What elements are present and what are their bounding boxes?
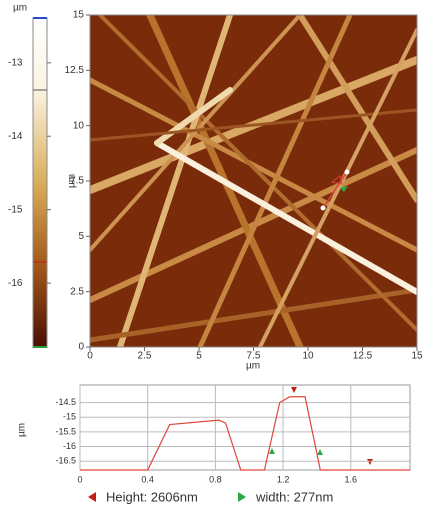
x-tick-label: 5 (196, 351, 202, 362)
y-tick-label: 5 (78, 231, 84, 242)
colorbar-tick-label: -14 (8, 131, 23, 142)
legend-label: width: 277nm (255, 489, 333, 504)
y-tick-label: -16 (63, 441, 76, 451)
x-tick-label: 1.2 (277, 474, 290, 484)
x-tick-label: 15 (411, 351, 423, 362)
colorbar-tick-label: -13 (8, 57, 23, 68)
y-tick-label: -15.5 (55, 426, 76, 436)
x-tick-label: 0.8 (209, 474, 222, 484)
cursor-marker (367, 459, 373, 465)
x-tick-label: 0.4 (141, 474, 154, 484)
legend-marker (88, 492, 96, 502)
y-tick-label: -14.5 (55, 397, 76, 407)
y-axis-label: µm (67, 174, 78, 188)
x-tick-label: 1.6 (345, 474, 358, 484)
x-tick-label: 0 (87, 351, 93, 362)
y-tick-label: -16.5 (55, 456, 76, 466)
profile-y-label: µm (17, 423, 28, 437)
y-tick-label: -15 (63, 412, 76, 422)
cursor-marker (291, 387, 297, 393)
colorbar-tick-label: -16 (8, 278, 23, 289)
x-tick-label: 12.5 (353, 351, 373, 362)
cursor-marker (317, 449, 323, 455)
colorbar (32, 17, 48, 348)
profile-frame (79, 384, 411, 471)
legend-marker (238, 492, 246, 502)
colorbar-tick-label: -15 (8, 204, 23, 215)
legend-label: Height: 2606nm (106, 489, 198, 504)
profile-line (80, 396, 410, 471)
x-tick-label: 7.5 (247, 351, 261, 362)
y-tick-label: 10 (73, 120, 85, 131)
y-tick-label: 2.5 (70, 286, 84, 297)
afm-image (90, 15, 417, 347)
x-tick-label: 2.5 (138, 351, 152, 362)
x-axis-label: µm (246, 361, 260, 372)
colorbar-unit: µm (13, 3, 27, 14)
x-tick-label: 0 (77, 474, 82, 484)
x-tick-label: 10 (302, 351, 314, 362)
cursor-marker (269, 448, 275, 454)
y-tick-label: 0 (78, 342, 84, 353)
y-tick-label: 12.5 (65, 65, 85, 76)
y-tick-label: 15 (73, 10, 85, 21)
y-tick-label: 7.5 (70, 176, 84, 187)
